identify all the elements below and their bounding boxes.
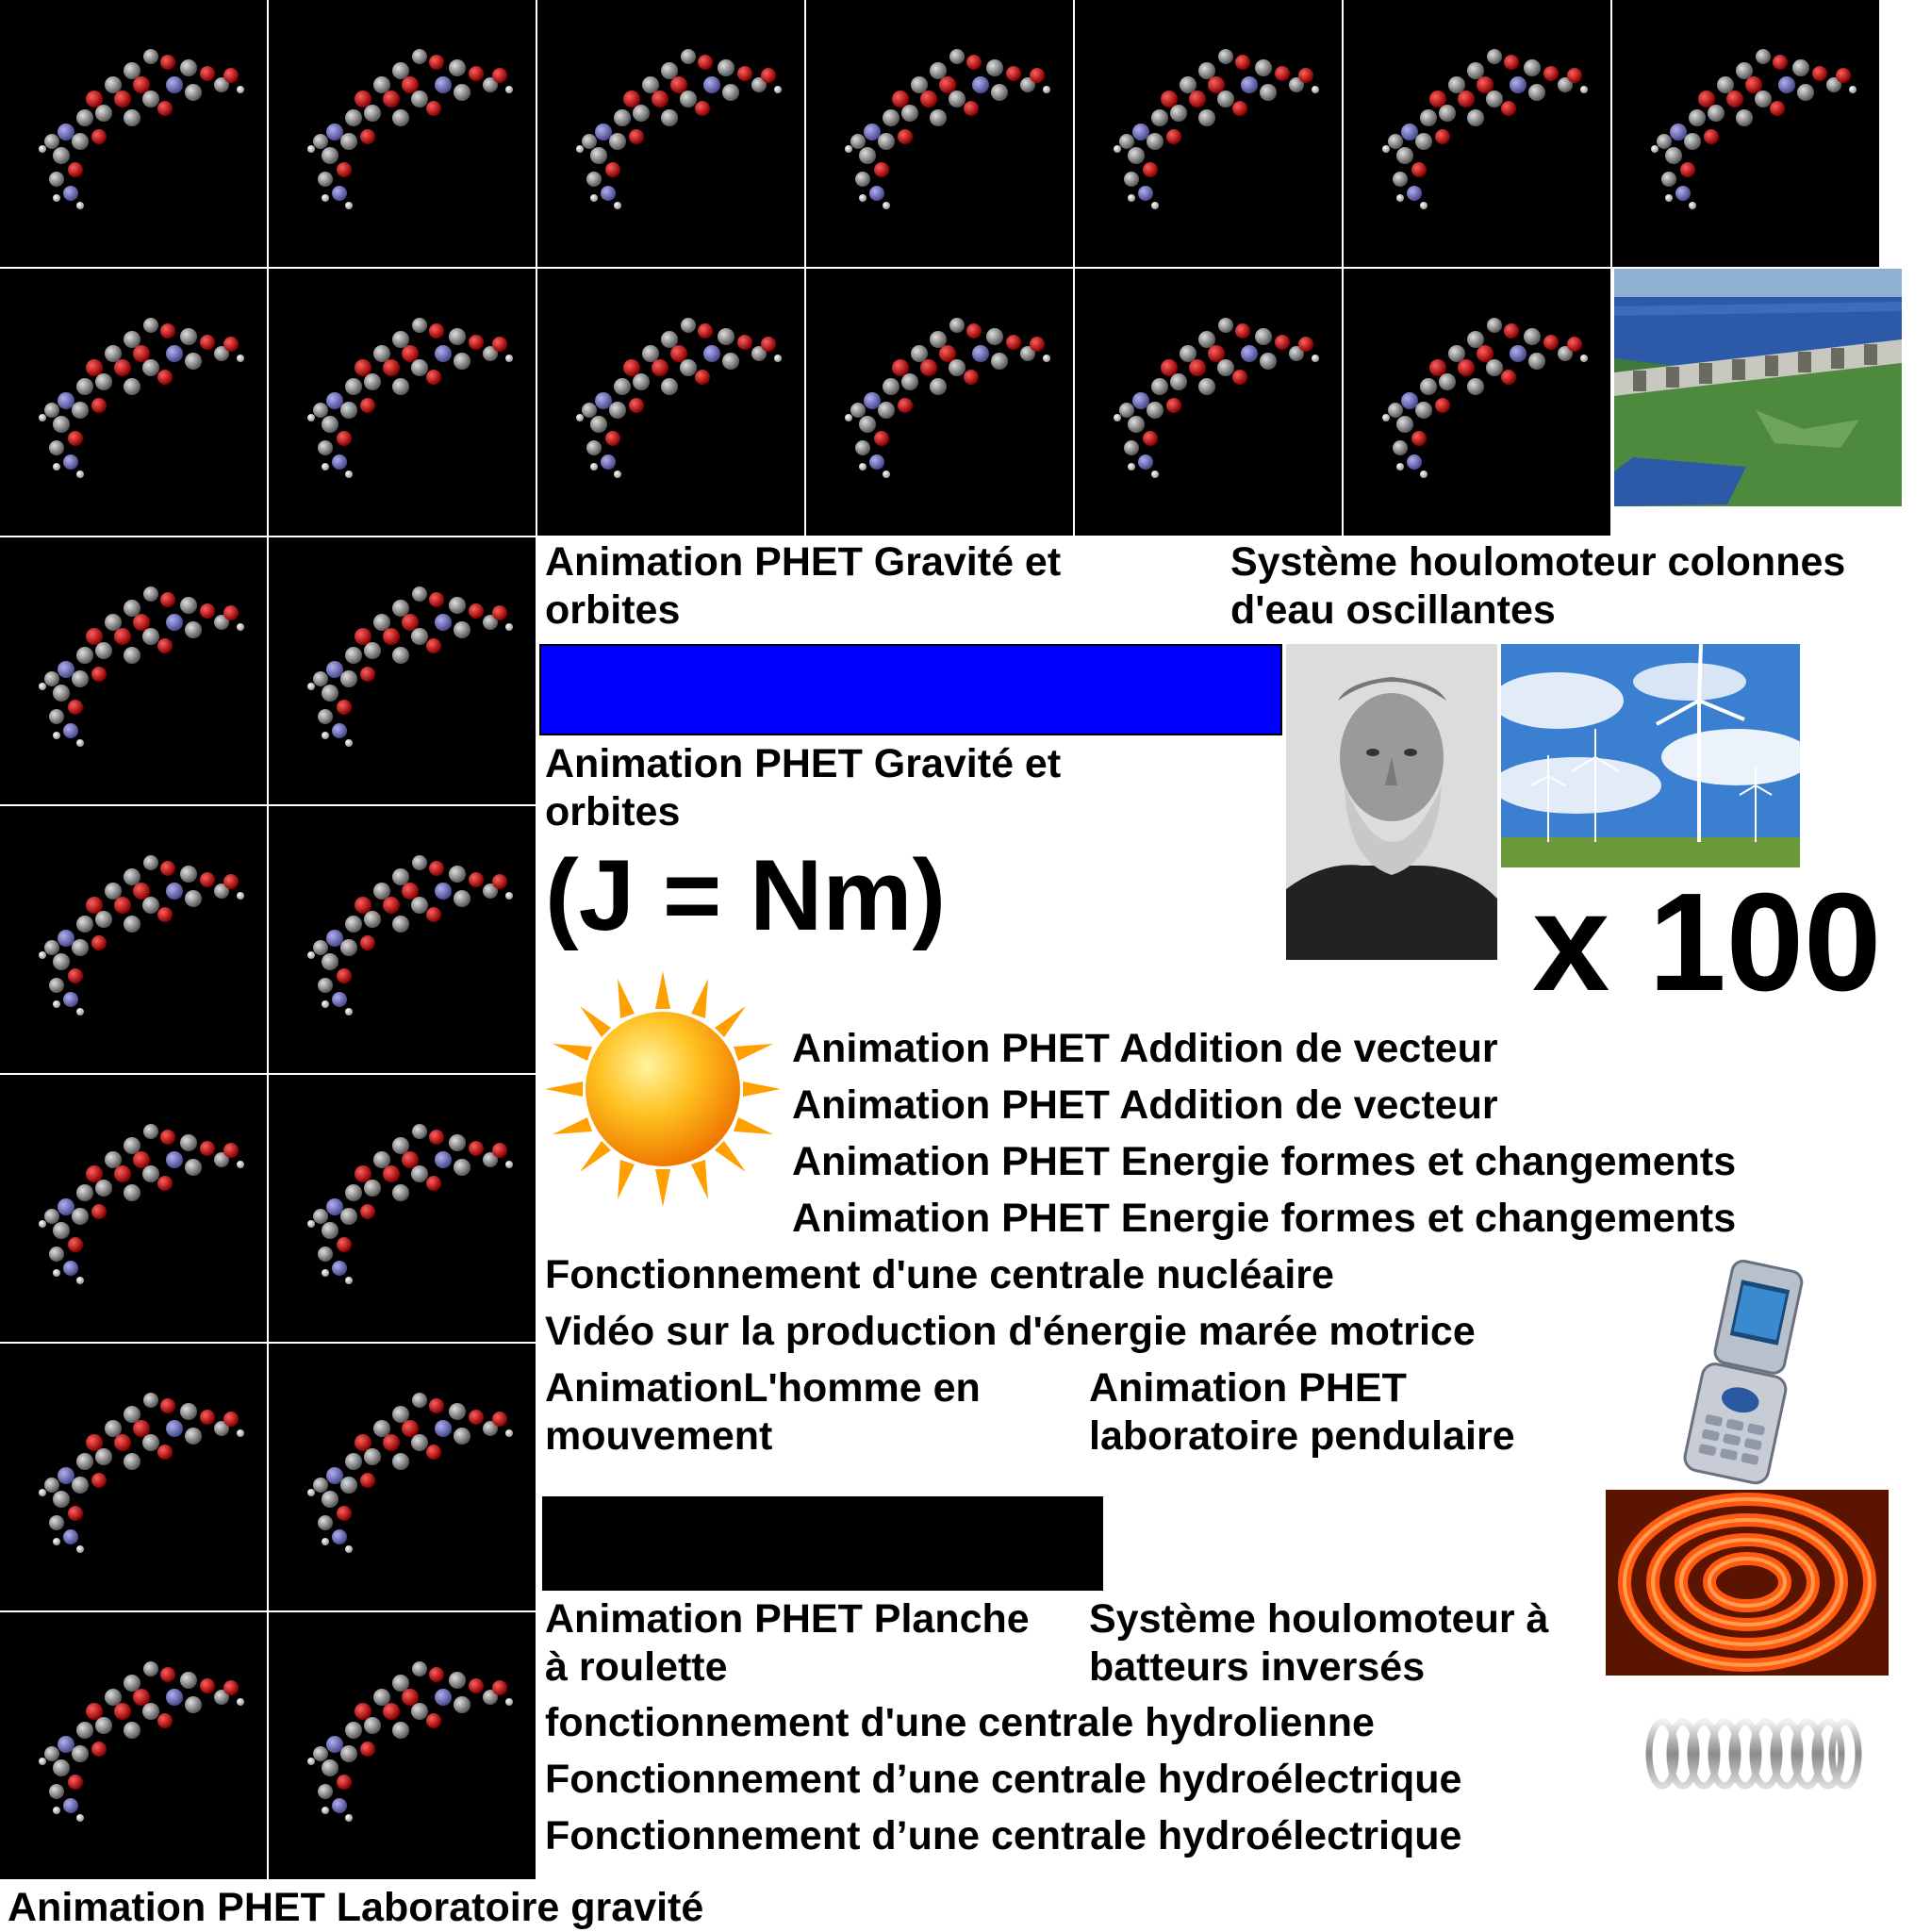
molecule-tile <box>0 1075 267 1342</box>
molecule-ball-and-stick-icon <box>39 855 244 1016</box>
molecule-ball-and-stick-icon <box>1382 49 1588 209</box>
link-maree-motrice[interactable]: Vidéo sur la production d'énergie marée … <box>545 1309 1476 1354</box>
link-energie-formes[interactable]: Animation PHET Energie formes et changem… <box>792 1139 1737 1184</box>
molecule-tile <box>269 806 536 1073</box>
molecule-ball-and-stick-icon <box>307 586 513 747</box>
molecule-tile <box>269 1075 536 1342</box>
link-hydroelectrique[interactable]: Fonctionnement d’une centrale hydroélect… <box>545 1757 1462 1802</box>
molecule-tile <box>269 537 536 804</box>
molecule-ball-and-stick-icon <box>39 1124 244 1284</box>
molecule-tile <box>0 1344 267 1610</box>
molecule-tile <box>1344 269 1610 536</box>
molecule-tile <box>1075 0 1342 267</box>
molecule-ball-and-stick-icon <box>1114 49 1319 209</box>
link-centrale-hydrolienne[interactable]: fonctionnement d'une centrale hydrolienn… <box>545 1700 1375 1745</box>
sun-icon <box>545 971 781 1207</box>
molecule-tile <box>269 269 536 536</box>
link-centrale-nucleaire[interactable]: Fonctionnement d'une centrale nucléaire <box>545 1252 1334 1297</box>
molecule-ball-and-stick-icon <box>1382 318 1588 478</box>
link-addition-vecteur[interactable]: Animation PHET Addition de vecteur <box>792 1026 1498 1071</box>
molecule-tile <box>0 806 267 1073</box>
molecule-tile <box>0 0 267 267</box>
link-addition-vecteur-2[interactable]: Animation PHET Addition de vecteur <box>792 1082 1498 1128</box>
molecule-tile <box>1075 269 1342 536</box>
molecule-ball-and-stick-icon <box>576 318 782 478</box>
times-100-label: x 100 <box>1532 865 1882 1020</box>
molecule-tile <box>537 0 804 267</box>
molecule-tile <box>0 269 267 536</box>
molecule-tile <box>0 537 267 804</box>
molecule-tile <box>806 0 1073 267</box>
molecule-ball-and-stick-icon <box>39 1393 244 1553</box>
molecule-ball-and-stick-icon <box>1114 318 1319 478</box>
flip-phone-photo <box>1674 1259 1815 1485</box>
link-energie-formes-2[interactable]: Animation PHET Energie formes et changem… <box>792 1196 1737 1241</box>
molecule-ball-and-stick-icon <box>307 49 513 209</box>
metal-spring-photo <box>1645 1711 1862 1796</box>
molecule-ball-and-stick-icon <box>307 855 513 1016</box>
link-planche-roulette[interactable]: Animation PHET Planche à roulette <box>545 1596 1030 1690</box>
joule-portrait-photo <box>1286 644 1497 960</box>
molecule-ball-and-stick-icon <box>39 1661 244 1822</box>
link-houlomoteur-batteurs[interactable]: Système houlomoteur à batteurs inversés <box>1089 1596 1549 1690</box>
molecule-ball-and-stick-icon <box>576 49 782 209</box>
link-homme-mouvement[interactable]: AnimationL'homme en mouvement <box>545 1365 981 1459</box>
molecule-tile <box>269 0 536 267</box>
molecule-ball-and-stick-icon <box>1651 49 1857 209</box>
link-gravite-orbites[interactable]: Animation PHET Gravité et orbites <box>545 539 1062 633</box>
molecule-ball-and-stick-icon <box>39 318 244 478</box>
hydroelectric-dam-photo <box>1614 269 1902 506</box>
electric-stove-coil-photo <box>1606 1490 1889 1676</box>
molecule-tile <box>1612 0 1879 267</box>
black-bar <box>542 1496 1103 1591</box>
molecule-tile <box>806 269 1073 536</box>
molecule-ball-and-stick-icon <box>39 49 244 209</box>
link-laboratoire-pendulaire[interactable]: Animation PHET laboratoire pendulaire <box>1089 1365 1515 1459</box>
molecule-tile <box>269 1344 536 1610</box>
molecule-ball-and-stick-icon <box>307 1124 513 1284</box>
molecule-ball-and-stick-icon <box>307 1661 513 1822</box>
molecule-tile <box>1344 0 1610 267</box>
link-hydroelectrique-2[interactable]: Fonctionnement d’une centrale hydroélect… <box>545 1813 1462 1858</box>
molecule-ball-and-stick-icon <box>845 318 1050 478</box>
molecule-tile <box>0 1612 267 1879</box>
molecule-ball-and-stick-icon <box>307 1393 513 1553</box>
molecule-ball-and-stick-icon <box>307 318 513 478</box>
joule-formula: (J = Nm) <box>545 838 947 951</box>
link-laboratoire-gravite[interactable]: Animation PHET Laboratoire gravité <box>8 1885 704 1930</box>
molecule-ball-and-stick-icon <box>39 586 244 747</box>
link-houlomoteur-colonnes[interactable]: Système houlomoteur colonnes d'eau oscil… <box>1230 539 1846 633</box>
blue-bar <box>539 644 1282 735</box>
molecule-ball-and-stick-icon <box>845 49 1050 209</box>
molecule-tile <box>269 1612 536 1879</box>
wind-turbines-photo <box>1501 644 1800 867</box>
molecule-tile <box>537 269 804 536</box>
link-gravite-orbites-2[interactable]: Animation PHET Gravité et orbites <box>545 741 1062 834</box>
